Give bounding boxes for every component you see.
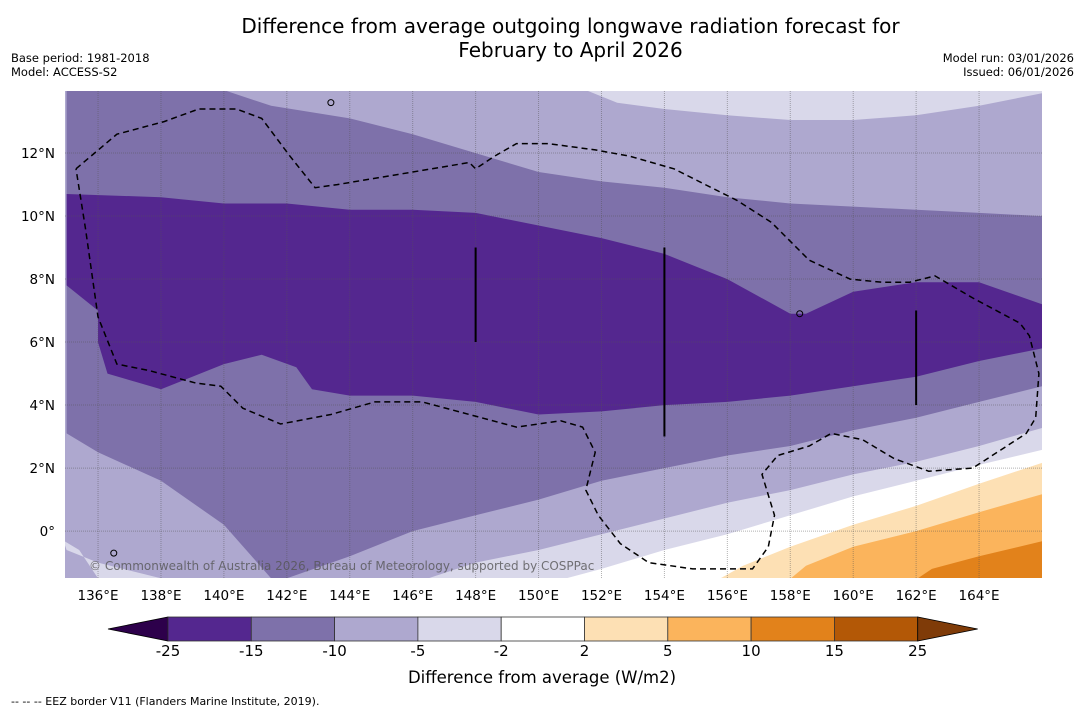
colorbar-tick-label: 25: [908, 642, 928, 660]
lat-tick-label: 2°N: [30, 461, 55, 477]
lon-tick-label: 164°E: [959, 588, 1000, 604]
issued-label: Issued: 06/01/2026: [963, 65, 1074, 79]
island-outline: [110, 549, 118, 557]
colorbar-tick-label: -5: [410, 642, 426, 660]
lon-tick-label: 140°E: [203, 588, 244, 604]
title-line-2: February to April 2026: [458, 38, 683, 62]
lon-tick-label: 162°E: [896, 588, 937, 604]
longitude-axis: 136°E 138°E 140°E 142°E 144°E 146°E 148°E 150°E…: [78, 588, 1000, 604]
latitude-axis: 0° 2°N 4°N 6°N 8°N 10°N 12°N: [21, 146, 55, 540]
lon-tick-label: 150°E: [518, 588, 559, 604]
colorbar-tick-label: -25: [155, 642, 181, 660]
lon-tick-label: 138°E: [140, 588, 181, 604]
base-period-label: Base period: 1981-2018: [11, 51, 150, 65]
model-info: Base period: 1981-2018 Model: ACCESS-S2: [11, 51, 150, 79]
colorbar-tick-label: -2: [493, 642, 509, 660]
lon-tick-label: 148°E: [455, 588, 496, 604]
colorbar-segment: [584, 616, 669, 642]
colorbar-segment: [500, 616, 585, 642]
model-label: Model: ACCESS-S2: [11, 65, 118, 79]
lon-tick-label: 158°E: [770, 588, 811, 604]
lon-tick-label: 154°E: [644, 588, 685, 604]
lon-tick-label: 146°E: [392, 588, 433, 604]
colorbar-tick-label: -10: [322, 642, 347, 660]
colorbar-under-arrow: [107, 616, 169, 642]
lat-tick-label: 4°N: [30, 398, 55, 414]
colorbar-segment: [167, 616, 252, 642]
band-minus25-to-minus15: [66, 194, 1042, 415]
lat-tick-label: 6°N: [30, 335, 55, 351]
colorbar-tick-label: 2: [579, 642, 590, 660]
lat-tick-label: 8°N: [30, 272, 55, 288]
band-10-to-15: [918, 541, 1042, 578]
lon-tick-label: 144°E: [329, 588, 370, 604]
lat-tick-label: 12°N: [21, 146, 55, 162]
map-features: [75, 99, 1040, 570]
colorbar-over-arrow: [917, 616, 978, 642]
colorbar-tick-label: 5: [663, 642, 673, 660]
contour-bands: [65, 91, 1042, 578]
island-outline: [796, 310, 804, 318]
run-info: Model run: 03/01/2026 Issued: 06/01/2026: [943, 51, 1074, 79]
title-line-1: Difference from average outgoing longwav…: [241, 14, 900, 38]
eez-footnote: -- -- -- EEZ border V11 (Flanders Marine…: [11, 695, 320, 708]
colorbar-title: Difference from average (W/m2): [407, 668, 677, 687]
colorbar-segment: [667, 616, 752, 642]
lon-tick-label: 156°E: [707, 588, 748, 604]
gridlines: [65, 91, 1042, 578]
colorbar-tick-label: -15: [239, 642, 264, 660]
lat-tick-label: 0°: [40, 524, 55, 540]
colorbar-tick-label: 15: [824, 642, 844, 660]
lon-tick-label: 152°E: [581, 588, 622, 604]
colorbar-tick-label: 10: [741, 642, 761, 660]
band-minus5-to-minus2-north: [588, 91, 1042, 120]
colorbar: [107, 616, 978, 642]
chart-title: Difference from average outgoing longwav…: [0, 14, 1085, 62]
copyright-notice: © Commonwealth of Australia 2026, Bureau…: [89, 559, 594, 573]
colorbar-segment: [334, 616, 419, 642]
colorbar-segment: [834, 616, 919, 642]
model-run-label: Model run: 03/01/2026: [942, 51, 1074, 65]
colorbar-segment: [750, 616, 835, 642]
colorbar-segment: [250, 616, 336, 642]
lon-tick-label: 142°E: [266, 588, 307, 604]
island-outline: [327, 99, 335, 107]
lon-tick-label: 160°E: [833, 588, 874, 604]
lat-tick-label: 10°N: [21, 209, 55, 225]
eez-border: [75, 108, 1040, 570]
colorbar-segment: [417, 616, 502, 642]
lon-tick-label: 136°E: [78, 588, 119, 604]
